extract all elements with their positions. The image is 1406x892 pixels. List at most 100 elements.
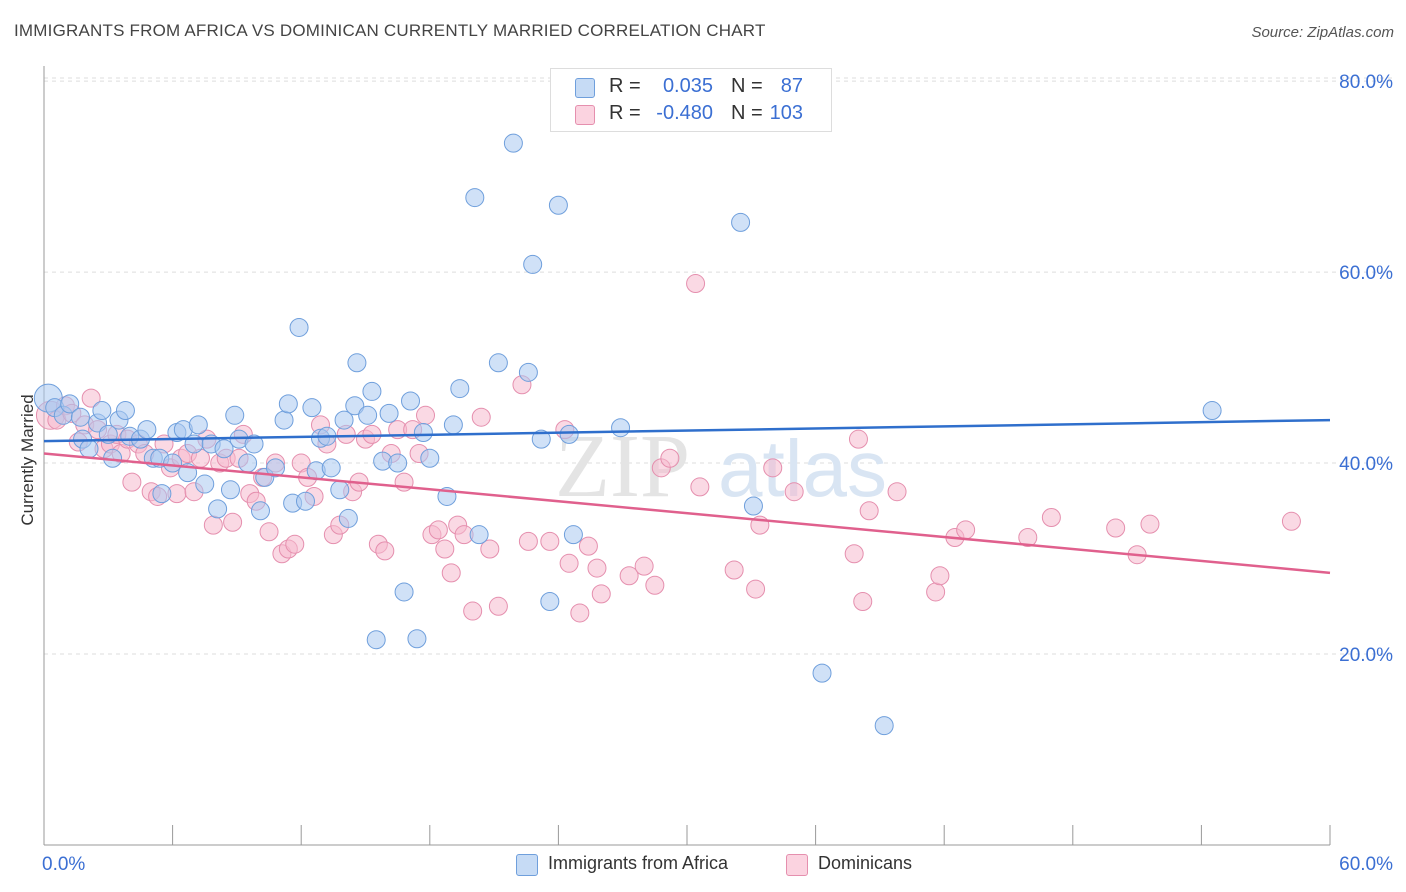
point-africa (420, 448, 440, 468)
n-label: N = (731, 102, 763, 124)
x-tick-label: 60.0% (1339, 854, 1393, 875)
dominicans-swatch (575, 105, 595, 125)
legend-label-dominicans: Dominicans (818, 853, 913, 873)
point-dominican (844, 544, 864, 564)
point-africa (362, 381, 382, 401)
point-africa (302, 398, 322, 418)
point-africa (394, 582, 414, 602)
y-tick-label: 20.0% (1339, 645, 1393, 666)
point-dominican (259, 522, 279, 542)
point-dominican (570, 603, 590, 623)
r-label: R = (609, 75, 641, 97)
series-legend: Immigrants from Africa Dominicans (0, 852, 1406, 878)
point-africa (163, 453, 183, 473)
y-axis-label: Currently Married (18, 394, 37, 526)
point-africa (563, 525, 583, 545)
point-dominican (887, 482, 907, 502)
point-africa (152, 484, 172, 504)
point-africa (503, 133, 523, 153)
point-africa (330, 480, 350, 500)
point-africa (379, 403, 399, 423)
point-dominican (619, 566, 639, 586)
point-dominican (1106, 518, 1126, 538)
point-dominican (587, 558, 607, 578)
point-africa (731, 212, 751, 232)
point-dominican (578, 536, 598, 556)
point-africa (407, 629, 427, 649)
trend-line-dominicans (43, 452, 1331, 575)
stats-legend: R = 0.035 N = 87 R = -0.480 N = 103 (550, 68, 832, 132)
point-dominican (435, 539, 455, 559)
point-dominican (480, 539, 500, 559)
point-dominican (634, 556, 654, 576)
point-africa (388, 453, 408, 473)
point-africa (265, 458, 285, 478)
axes (43, 66, 1331, 846)
point-dominican (81, 388, 101, 408)
point-africa (250, 501, 270, 521)
point-dominican (746, 579, 766, 599)
point-africa (334, 410, 354, 430)
point-africa (208, 499, 228, 519)
n-label: N = (731, 75, 763, 97)
africa-legend-swatch (516, 854, 538, 876)
point-africa (295, 491, 315, 511)
point-dominican (784, 482, 804, 502)
point-africa (278, 394, 298, 414)
point-africa (1202, 401, 1222, 421)
point-dominican (926, 582, 946, 602)
dominicans-legend-swatch (786, 854, 808, 876)
point-dominican (1140, 514, 1160, 534)
point-dominican (518, 531, 538, 551)
point-africa (611, 418, 631, 438)
point-africa (321, 458, 341, 478)
point-africa (401, 391, 421, 411)
point-africa (523, 254, 543, 274)
y-tick-label: 40.0% (1339, 454, 1393, 475)
point-africa (443, 415, 463, 435)
stats-row-africa: R = 0.035 N = 87 (551, 73, 831, 101)
point-dominican (441, 563, 461, 583)
point-dominican (471, 407, 491, 427)
trend-lines (43, 418, 1331, 575)
point-africa (345, 396, 365, 416)
point-dominican (559, 553, 579, 573)
grid-lines (44, 77, 1395, 655)
point-africa (244, 434, 264, 454)
y-tick-label: 60.0% (1339, 263, 1393, 284)
point-africa (195, 474, 215, 494)
point-africa (92, 401, 112, 421)
point-dominican (285, 534, 305, 554)
point-africa (540, 592, 560, 612)
point-dominican (686, 274, 706, 294)
trend-line-africa (43, 418, 1331, 443)
point-africa (338, 508, 358, 528)
point-dominican (848, 429, 868, 449)
point-africa (347, 353, 367, 373)
point-africa (289, 317, 309, 337)
point-dominican (930, 566, 950, 586)
point-africa (465, 188, 485, 208)
point-dominican (375, 541, 395, 561)
point-africa (79, 439, 99, 459)
n-value: 103 (769, 102, 803, 124)
r-label: R = (609, 102, 641, 124)
point-africa (358, 405, 378, 425)
r-value: -0.480 (656, 102, 713, 124)
n-value: 87 (780, 75, 803, 97)
point-dominican (1041, 507, 1061, 527)
point-dominican (853, 592, 873, 612)
point-africa (469, 525, 489, 545)
point-dominican (660, 448, 680, 468)
point-africa (214, 439, 234, 459)
africa-swatch (575, 78, 595, 98)
point-dominican (645, 575, 665, 595)
source-credit: Source: ZipAtlas.com (1251, 24, 1394, 41)
point-africa (413, 422, 433, 442)
point-africa (874, 716, 894, 736)
point-dominican (122, 472, 142, 492)
point-africa (548, 195, 568, 215)
stats-row-dominicans: R = -0.480 N = 103 (551, 100, 831, 128)
tick-labels: 20.0% 40.0% 60.0% 80.0% 0.0% 60.0% (42, 72, 1393, 875)
